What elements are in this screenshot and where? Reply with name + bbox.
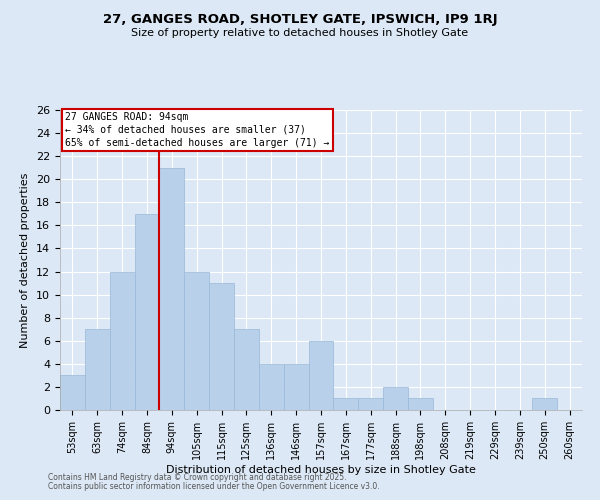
Bar xyxy=(160,168,184,410)
Bar xyxy=(408,398,433,410)
Bar xyxy=(209,283,234,410)
Bar xyxy=(184,272,209,410)
Bar xyxy=(308,341,334,410)
Bar xyxy=(134,214,160,410)
Bar xyxy=(284,364,308,410)
Text: 27 GANGES ROAD: 94sqm
← 34% of detached houses are smaller (37)
65% of semi-deta: 27 GANGES ROAD: 94sqm ← 34% of detached … xyxy=(65,112,329,148)
Bar xyxy=(334,398,358,410)
Bar xyxy=(358,398,383,410)
Bar xyxy=(85,329,110,410)
Text: Size of property relative to detached houses in Shotley Gate: Size of property relative to detached ho… xyxy=(131,28,469,38)
Text: Contains HM Land Registry data © Crown copyright and database right 2025.: Contains HM Land Registry data © Crown c… xyxy=(48,474,347,482)
Y-axis label: Number of detached properties: Number of detached properties xyxy=(20,172,31,348)
Bar xyxy=(234,329,259,410)
Bar xyxy=(383,387,408,410)
Bar xyxy=(259,364,284,410)
X-axis label: Distribution of detached houses by size in Shotley Gate: Distribution of detached houses by size … xyxy=(166,464,476,474)
Text: Contains public sector information licensed under the Open Government Licence v3: Contains public sector information licen… xyxy=(48,482,380,491)
Bar xyxy=(532,398,557,410)
Bar xyxy=(110,272,134,410)
Bar xyxy=(60,376,85,410)
Text: 27, GANGES ROAD, SHOTLEY GATE, IPSWICH, IP9 1RJ: 27, GANGES ROAD, SHOTLEY GATE, IPSWICH, … xyxy=(103,12,497,26)
